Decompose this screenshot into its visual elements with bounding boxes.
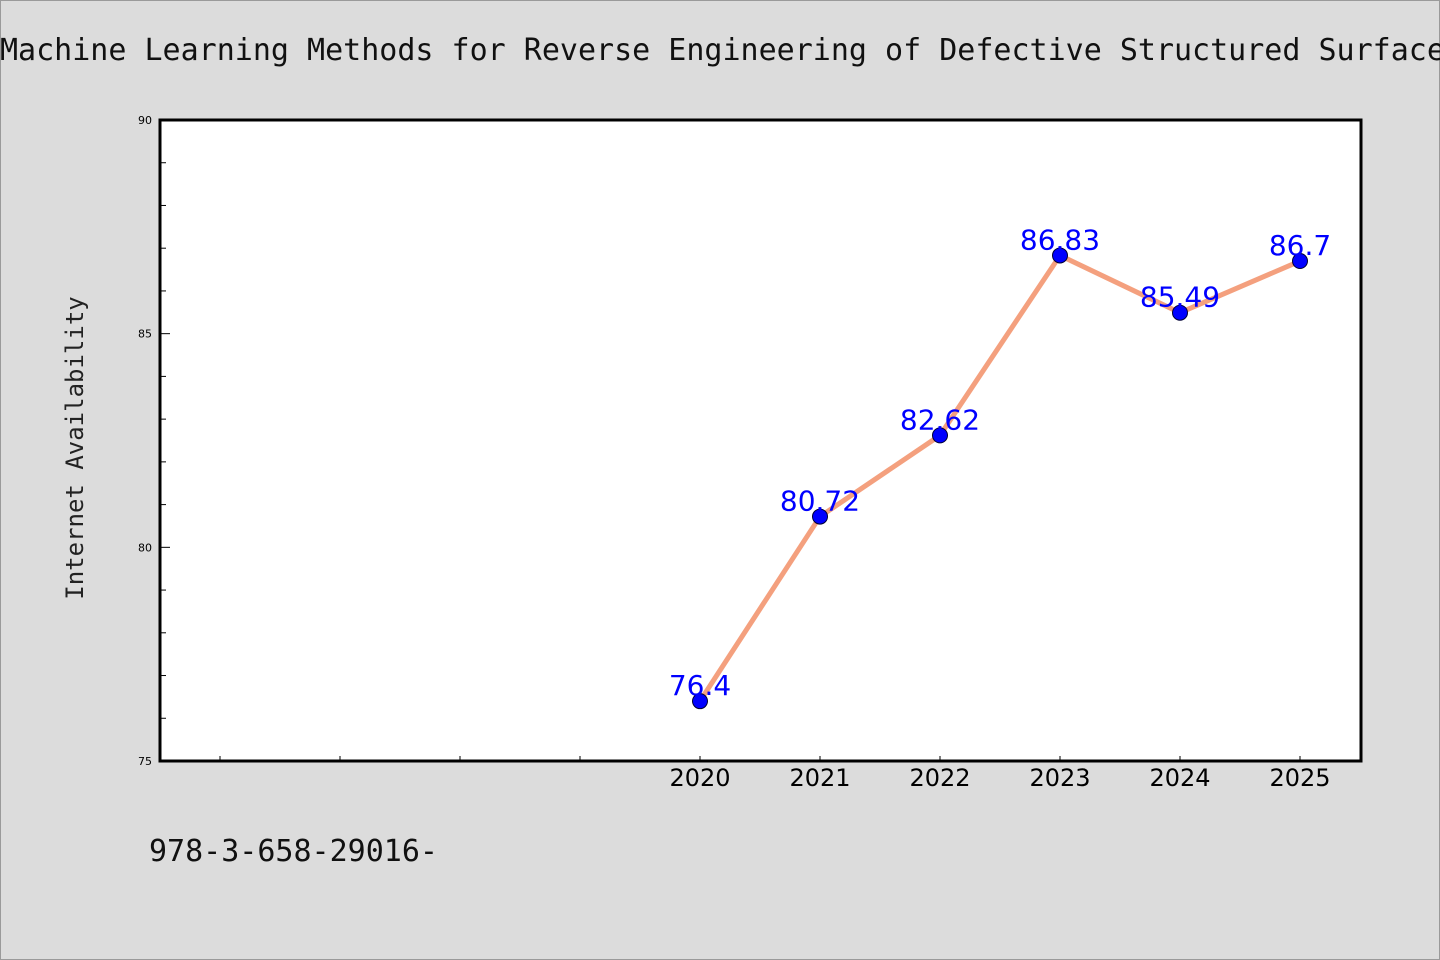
data-label: 86.83: [1020, 223, 1100, 256]
y-tick-label: 90: [138, 114, 152, 127]
data-point: [1172, 304, 1188, 321]
x-tick-label: 2024: [1149, 764, 1210, 792]
x-tick-label: 2021: [789, 764, 850, 792]
data-point: [692, 693, 708, 710]
data-point: [1292, 253, 1308, 270]
x-tick-label: 2020: [669, 764, 730, 792]
data-label: 82.62: [900, 403, 980, 436]
x-tick-label: 2023: [1029, 764, 1090, 792]
y-tick-label: 75: [138, 755, 152, 768]
data-label: 76.4: [669, 669, 731, 702]
y-tick-label: 85: [138, 328, 152, 341]
series-line: [697, 252, 1303, 704]
data-label: 86.7: [1269, 229, 1331, 262]
x-tick-label: 2022: [909, 764, 970, 792]
y-tick-label: 80: [138, 541, 152, 554]
chart-title: Machine Learning Methods for Reverse Eng…: [0, 33, 1440, 68]
data-point: [1052, 247, 1068, 264]
x-tick-label: 2025: [1269, 764, 1330, 792]
data-point: [812, 508, 828, 525]
data-label: 85.49: [1140, 281, 1220, 314]
data-label: 80.72: [780, 485, 860, 518]
plot-area: [158, 118, 1363, 763]
data-point: [932, 427, 948, 444]
isbn-text: 978-3-658-29016-: [149, 834, 438, 869]
